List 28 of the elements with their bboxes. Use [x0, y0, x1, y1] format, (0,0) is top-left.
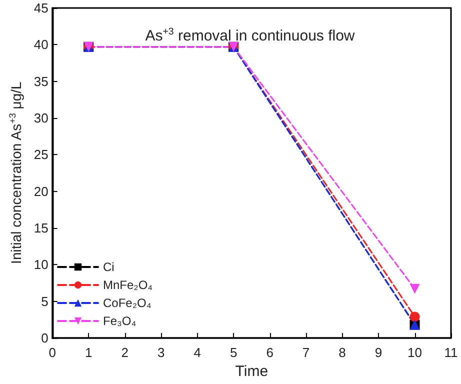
legend-label: MnFe₂O₄: [103, 278, 153, 292]
x-tick-label: 4: [194, 345, 201, 360]
x-tick-label: 2: [121, 345, 128, 360]
x-tick-label: 5: [230, 345, 238, 360]
x-tick-label: 11: [444, 345, 458, 360]
y-tick-label: 40: [34, 37, 48, 52]
x-axis-title: Time: [235, 363, 268, 380]
y-tick-label: 25: [34, 147, 48, 162]
legend-label: CoFe₂O₄: [103, 296, 152, 310]
x-tick-label: 8: [338, 345, 346, 360]
y-tick-label: 35: [34, 74, 48, 89]
x-tick-label: 9: [374, 345, 382, 360]
legend-label: Ci: [103, 260, 114, 274]
y-axis-title: Initial concentration As+3 μg/L: [8, 81, 24, 264]
y-tick-label: 5: [41, 294, 48, 309]
y-tick-label: 0: [41, 330, 48, 346]
x-tick-label: 6: [266, 345, 274, 360]
point: [410, 312, 420, 322]
x-tick-label: 7: [302, 345, 310, 360]
y-tick-label: 10: [34, 257, 48, 272]
x-tick-label: 1: [84, 345, 92, 360]
y-tick-label: 15: [34, 220, 48, 236]
x-tick-label: 3: [157, 345, 165, 360]
x-tick-label: 10: [408, 345, 422, 360]
y-tick-label: 30: [34, 110, 48, 126]
legend-label: Fe₃O₄: [103, 314, 136, 328]
y-tick-label: 20: [34, 184, 48, 199]
y-tick-label: 45: [34, 0, 48, 16]
